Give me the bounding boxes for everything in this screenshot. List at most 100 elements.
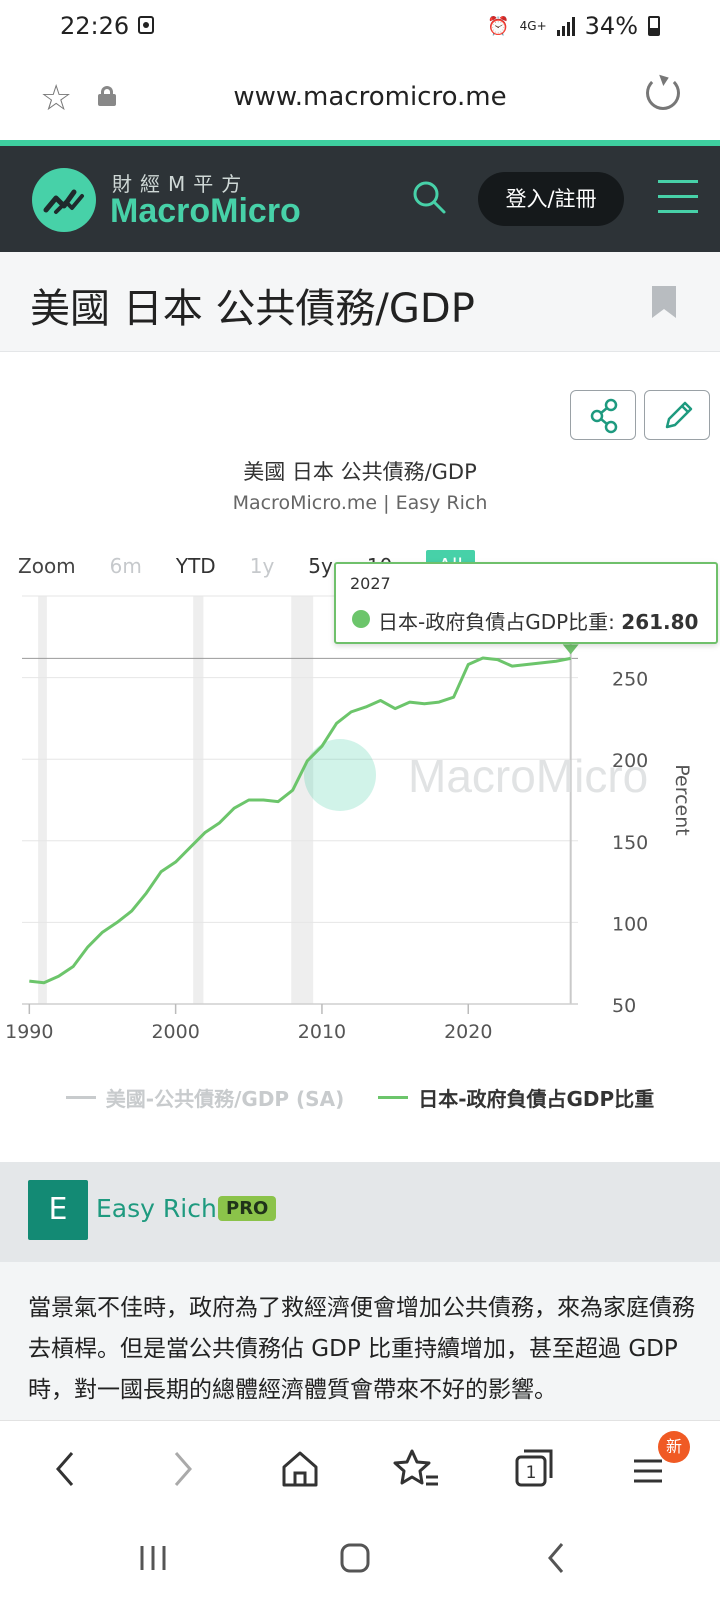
tooltip-year: 2027 bbox=[350, 574, 391, 593]
author-avatar[interactable]: E bbox=[28, 1180, 88, 1240]
search-icon bbox=[413, 181, 446, 214]
login-button[interactable]: 登入/註冊 bbox=[478, 172, 624, 226]
zoom-6m-button[interactable]: 6m bbox=[109, 554, 142, 578]
browser-url-bar: ☆ www.macromicro.me bbox=[0, 56, 720, 140]
axes bbox=[22, 1003, 578, 1014]
recent-apps-icon[interactable] bbox=[140, 1546, 166, 1570]
tooltip-label: 日本-政府負債占GDP比重: 261.80 bbox=[378, 606, 698, 635]
alarm-icon: ⏰ bbox=[487, 15, 510, 37]
y-tick-label-100: 100 bbox=[612, 913, 648, 935]
lock-icon[interactable] bbox=[98, 86, 116, 106]
x-tick-label-2000: 2000 bbox=[151, 1021, 199, 1043]
watermark: MacroMicro bbox=[304, 739, 648, 811]
legend-line-jp bbox=[378, 1095, 409, 1099]
tabs-icon: 1 bbox=[515, 1449, 553, 1487]
share-icon bbox=[590, 398, 618, 434]
search-button[interactable] bbox=[410, 178, 450, 218]
chevron-right-icon bbox=[174, 1452, 192, 1486]
description-text: 當景氣不佳時，政府為了救經濟便會增加公共債務，來為家庭債務去槓桿。但是當公共債務… bbox=[28, 1295, 695, 1403]
axis-labels: 1990 2000 2010 2020 50 100 150 200 250 Percent bbox=[5, 669, 693, 1043]
logo-chart-icon bbox=[43, 189, 84, 214]
zoom-5y-button[interactable]: 5y bbox=[308, 554, 333, 578]
chart-card: 美國 日本 公共債務/GDP MacroMicro.me | Easy Rich… bbox=[0, 352, 720, 1162]
page-title: 美國 日本 公共債務/GDP bbox=[30, 286, 475, 332]
bookmark-icon[interactable] bbox=[652, 286, 676, 318]
chevron-left-icon bbox=[56, 1452, 74, 1486]
header-accent-line bbox=[0, 140, 720, 146]
recession-band-0 bbox=[38, 596, 47, 1004]
back-button[interactable] bbox=[40, 1443, 92, 1495]
menu-icon bbox=[634, 1459, 662, 1483]
url-field[interactable]: www.macromicro.me bbox=[233, 82, 507, 112]
chart-tooltip: 2027 日本-政府負債占GDP比重: 261.80 bbox=[334, 562, 718, 644]
browser-bottom-nav: 1 新 bbox=[0, 1420, 720, 1520]
series-line-jp bbox=[29, 656, 571, 985]
share-button[interactable] bbox=[570, 390, 636, 440]
y-tick-label-200: 200 bbox=[612, 750, 648, 772]
tabs-button[interactable]: 1 bbox=[508, 1443, 560, 1495]
author-bar: E Easy Rich PRO bbox=[0, 1162, 720, 1262]
signal-icon bbox=[556, 16, 575, 36]
tooltip-series-name: 日本-政府負債占GDP比重: bbox=[378, 610, 622, 634]
series bbox=[29, 644, 579, 985]
logo-subtitle: 財經M平方 bbox=[112, 172, 250, 196]
star-list-icon bbox=[393, 1449, 438, 1486]
battery-icon bbox=[648, 16, 660, 36]
legend-line-us bbox=[65, 1095, 96, 1099]
home-system-icon[interactable] bbox=[340, 1543, 370, 1573]
legend-item-jp[interactable]: 日本-政府負債占GDP比重 bbox=[378, 1083, 654, 1112]
pencil-icon bbox=[665, 401, 693, 429]
reload-icon[interactable] bbox=[646, 76, 680, 110]
chart-subtitle: MacroMicro.me | Easy Rich bbox=[232, 492, 488, 514]
watermark-logo-icon bbox=[304, 739, 376, 811]
zoom-label: Zoom bbox=[18, 554, 76, 578]
x-tick-label-1990: 1990 bbox=[5, 1021, 53, 1043]
home-icon bbox=[282, 1451, 318, 1487]
x-tick-label-2010: 2010 bbox=[298, 1021, 346, 1043]
page-title-bar: 美國 日本 公共債務/GDP bbox=[0, 252, 720, 352]
status-icons: ⏰ 4G+ 34% bbox=[487, 12, 660, 40]
new-badge: 新 bbox=[658, 1431, 690, 1463]
tooltip-series-dot bbox=[352, 610, 370, 628]
recession-band-1 bbox=[193, 596, 204, 1004]
tooltip-value: 261.80 bbox=[621, 610, 699, 634]
watermark-text: MacroMicro bbox=[408, 750, 648, 802]
status-time: 22:26 bbox=[60, 12, 130, 40]
y-axis-label: Percent bbox=[671, 764, 693, 836]
legend-label-jp: 日本-政府負債占GDP比重 bbox=[418, 1086, 655, 1111]
tooltip-pointer bbox=[562, 644, 579, 655]
recession-bands bbox=[38, 596, 314, 1004]
edit-button[interactable] bbox=[644, 390, 710, 440]
screen-record-icon bbox=[138, 16, 154, 34]
home-button[interactable] bbox=[274, 1443, 326, 1495]
status-bar: 22:26 ⏰ 4G+ 34% bbox=[0, 0, 720, 56]
logo-wordmark[interactable]: MacroMicro bbox=[110, 192, 301, 230]
bookmarks-button[interactable] bbox=[390, 1443, 442, 1495]
bookmark-star-icon[interactable]: ☆ bbox=[40, 78, 73, 119]
system-nav-icons bbox=[140, 1543, 564, 1573]
back-system-icon[interactable] bbox=[548, 1543, 564, 1573]
system-nav-bar bbox=[0, 1520, 720, 1600]
menu-button[interactable] bbox=[624, 1443, 676, 1495]
zoom-ytd-button[interactable]: YTD bbox=[175, 554, 216, 578]
hamburger-menu-icon[interactable] bbox=[658, 180, 698, 216]
line-chart[interactable]: MacroMicro 1990 2000 2010 2020 50 100 150 200 25… bbox=[0, 582, 720, 1082]
chart-legend: 美國-公共債務/GDP (SA) 日本-政府負債占GDP比重 bbox=[0, 1082, 720, 1112]
x-tick-label-2020: 2020 bbox=[444, 1021, 492, 1043]
recession-band-2 bbox=[291, 596, 314, 1004]
description-box: 當景氣不佳時，政府為了救經濟便會增加公共債務，來為家庭債務去槓桿。但是當公共債務… bbox=[0, 1262, 720, 1420]
network-type: 4G+ bbox=[519, 19, 547, 33]
zoom-1y-button[interactable]: 1y bbox=[249, 554, 275, 578]
forward-button[interactable] bbox=[156, 1443, 208, 1495]
chart-title: 美國 日本 公共債務/GDP bbox=[243, 460, 477, 484]
y-tick-label-150: 150 bbox=[612, 832, 648, 854]
legend-item-us[interactable]: 美國-公共債務/GDP (SA) bbox=[65, 1083, 345, 1112]
author-name[interactable]: Easy Rich bbox=[96, 1194, 217, 1223]
pro-badge: PRO bbox=[218, 1196, 277, 1221]
site-header: 財經M平方 MacroMicro 登入/註冊 bbox=[0, 146, 720, 252]
tabs-count: 1 bbox=[526, 1463, 537, 1483]
logo-icon[interactable] bbox=[32, 168, 96, 232]
legend-label-us: 美國-公共債務/GDP (SA) bbox=[105, 1086, 345, 1111]
y-tick-label-250: 250 bbox=[612, 669, 648, 691]
y-tick-label-50: 50 bbox=[612, 995, 636, 1017]
